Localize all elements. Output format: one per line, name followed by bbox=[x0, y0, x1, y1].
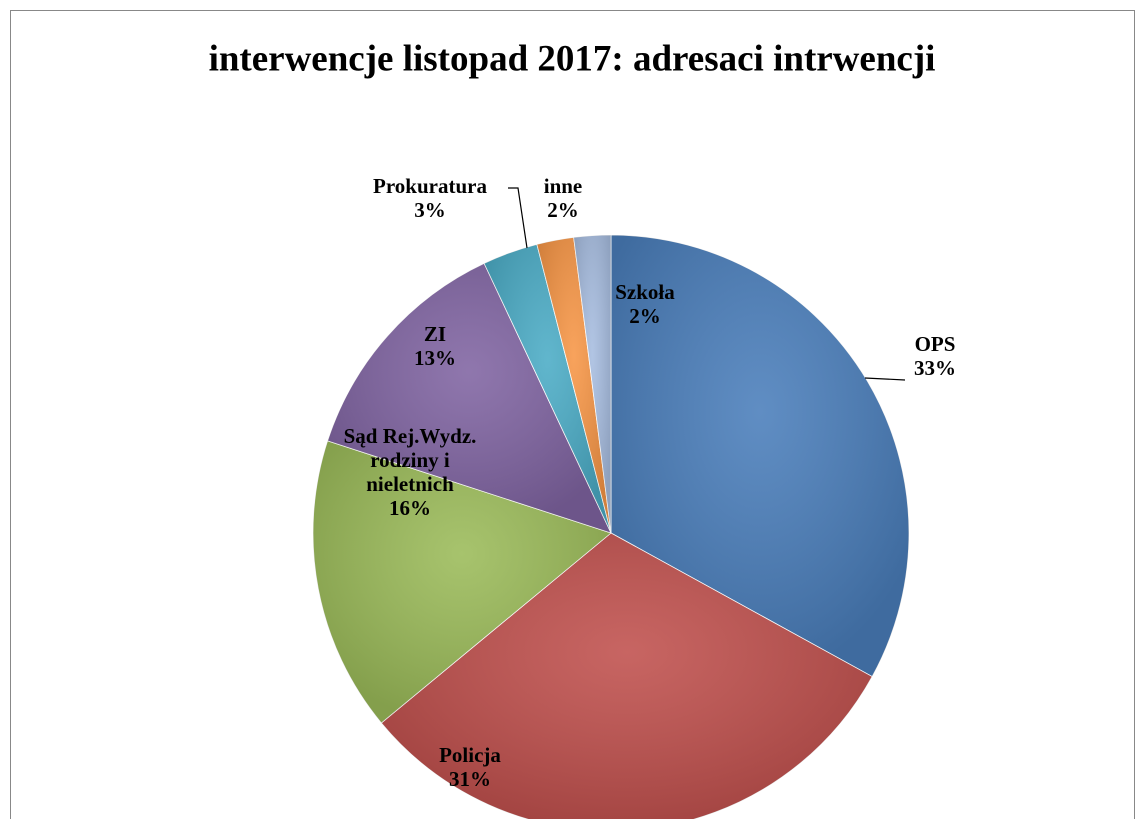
data-label: OPS 33% bbox=[895, 332, 975, 380]
label-name: Prokuratura bbox=[373, 174, 487, 198]
label-name: Sąd Rej.Wydz. rodziny i nieletnich bbox=[343, 424, 477, 496]
leader-line bbox=[508, 187, 528, 249]
chart-title: interwencje listopad 2017: adresaci intr… bbox=[209, 38, 936, 79]
label-name: ZI bbox=[423, 322, 447, 346]
leader-lines bbox=[508, 187, 906, 381]
label-value: 2% bbox=[629, 304, 661, 328]
data-label: Szkoła 2% bbox=[605, 280, 685, 328]
label-name: OPS bbox=[914, 332, 956, 356]
label-name: inne bbox=[543, 174, 583, 198]
data-label: Policja 31% bbox=[410, 743, 530, 791]
data-label: inne 2% bbox=[533, 174, 593, 222]
label-value: 3% bbox=[414, 198, 446, 222]
label-name: Policja bbox=[439, 743, 501, 767]
data-label: Prokuratura 3% bbox=[360, 174, 500, 222]
data-label: Sąd Rej.Wydz. rodziny i nieletnich 16% bbox=[325, 424, 495, 520]
label-name: Szkoła bbox=[615, 280, 675, 304]
label-value: 2% bbox=[547, 198, 579, 222]
label-value: 16% bbox=[389, 496, 431, 520]
data-label: ZI 13% bbox=[395, 322, 475, 370]
leader-line bbox=[864, 377, 906, 381]
label-value: 33% bbox=[914, 356, 956, 380]
chart-frame bbox=[10, 10, 1135, 819]
label-value: 31% bbox=[449, 767, 491, 791]
label-value: 13% bbox=[414, 346, 456, 370]
